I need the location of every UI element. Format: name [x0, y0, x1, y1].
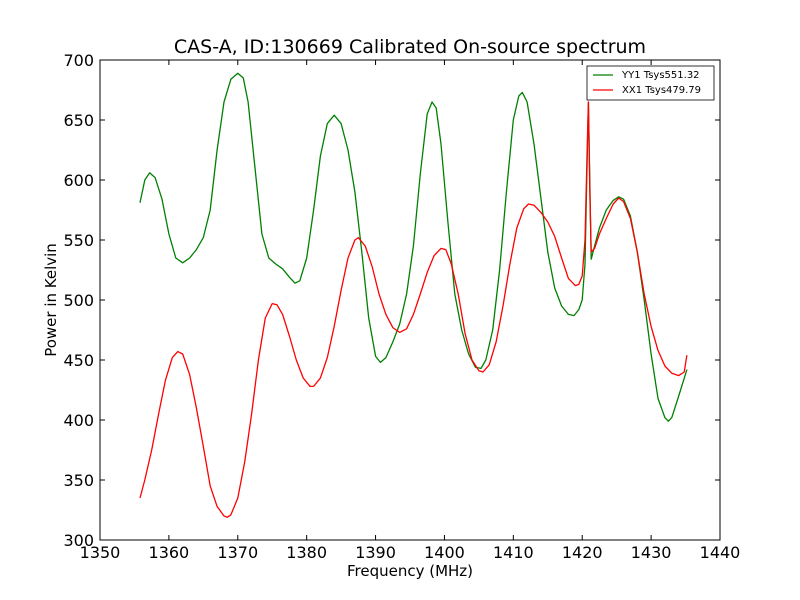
y-tick-label: 550 [63, 231, 94, 250]
x-axis-label: Frequency (MHz) [347, 562, 473, 580]
legend-box [586, 65, 715, 101]
x-tick-label: 1380 [286, 543, 327, 562]
x-tick-label: 1360 [149, 543, 190, 562]
x-axis: 1350 1360 1370 1380 1390 1400 1410 1420 1430 1440 [80, 60, 741, 562]
chart-title: CAS-A, ID:130669 Calibrated On-source sp… [174, 36, 646, 58]
x-tick-label: 1350 [80, 543, 121, 562]
y-tick-label: 400 [63, 411, 94, 430]
y-tick-label: 300 [63, 531, 94, 550]
x-tick-label: 1430 [631, 543, 672, 562]
legend-label-yy1: YY1 Tsys551.32 [621, 70, 700, 81]
x-tick-label: 1420 [562, 543, 603, 562]
y-tick-label: 450 [63, 351, 94, 370]
y-tick-label: 350 [63, 471, 94, 490]
series-line-xx1 [139, 101, 688, 518]
y-tick-label: 600 [63, 171, 94, 190]
legend: YY1 Tsys551.32 XX1 Tsys479.79 [586, 65, 715, 101]
y-axis-label: Power in Kelvin [42, 243, 60, 357]
plot-area [99, 59, 721, 541]
x-tick-label: 1410 [493, 543, 534, 562]
x-tick-label: 1370 [217, 543, 258, 562]
x-tick-label: 1440 [700, 543, 741, 562]
x-tick-label: 1390 [355, 543, 396, 562]
x-tick-label: 1400 [424, 543, 465, 562]
legend-label-xx1: XX1 Tsys479.79 [622, 85, 701, 96]
y-tick-label: 700 [63, 51, 94, 70]
y-axis: 300 350 400 450 500 550 600 650 700 [63, 51, 720, 550]
y-tick-label: 500 [63, 291, 94, 310]
series-layer [139, 72, 688, 518]
y-tick-label: 650 [63, 111, 94, 130]
